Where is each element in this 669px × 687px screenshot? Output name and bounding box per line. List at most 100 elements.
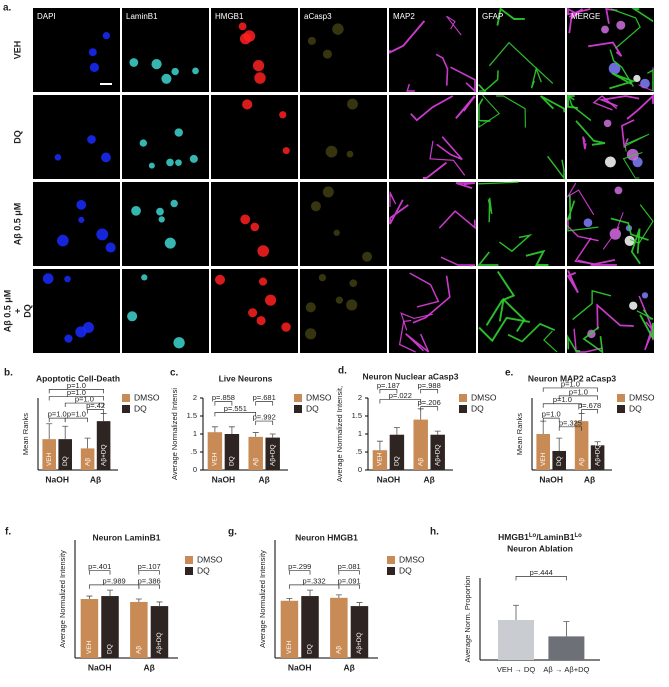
row-label: Aβ 0.5 μM — [12, 203, 22, 246]
neurite — [409, 272, 440, 308]
bar-label: VEH — [212, 452, 219, 466]
bar — [80, 448, 95, 470]
cell — [362, 251, 373, 262]
neurite — [440, 256, 476, 267]
cell — [101, 152, 111, 163]
neurite — [478, 94, 501, 128]
cell — [252, 59, 265, 72]
cell — [102, 32, 111, 40]
neurite — [567, 94, 592, 122]
legend-label: DMSO — [134, 392, 160, 402]
panel-label: e. — [505, 368, 514, 379]
bar — [372, 450, 388, 470]
significance-bracket — [138, 570, 160, 575]
significance-bracket — [379, 389, 398, 394]
chart-subtitle: Neuron Ablation — [507, 543, 573, 553]
column-label: LaminB1 — [126, 12, 158, 21]
y-tick-label: 0 — [193, 465, 197, 474]
y-tick-label: .5 — [191, 447, 197, 456]
cell — [64, 275, 71, 283]
cell — [279, 111, 287, 119]
cell — [616, 20, 626, 30]
neurite — [574, 237, 595, 265]
cell — [604, 156, 616, 168]
neurite — [588, 41, 623, 57]
neurite — [575, 120, 606, 146]
neurite — [622, 152, 643, 179]
y-axis-label: Average Normalized Intensi — [170, 388, 179, 480]
legend-swatch — [122, 405, 130, 413]
bar-label: DQ — [307, 644, 314, 654]
neurite — [478, 181, 519, 185]
group-label: NaOH — [377, 474, 401, 484]
neurite — [400, 312, 433, 331]
error-bar — [556, 437, 563, 451]
significance-bracket — [338, 584, 360, 589]
bar-label: DQ — [229, 456, 236, 466]
bar — [301, 596, 319, 658]
neurite — [498, 233, 533, 253]
neurite — [647, 68, 654, 91]
y-tick-label: 0 — [358, 465, 362, 474]
error-bar — [356, 602, 363, 607]
neurite — [488, 41, 554, 84]
neurite — [592, 95, 618, 111]
p-value: p=.091 — [338, 576, 361, 585]
bar-label: DQ — [394, 456, 401, 466]
bar — [265, 437, 280, 470]
p-value: p=1.0 — [75, 395, 94, 404]
legend-label: DMSO — [306, 392, 332, 402]
cell — [325, 145, 338, 158]
p-value: p=1.0 — [67, 381, 86, 390]
cell — [322, 49, 332, 59]
neurite — [485, 270, 516, 326]
cell — [258, 277, 268, 286]
error-bar — [211, 426, 218, 433]
neurite — [477, 84, 487, 92]
neurite — [644, 321, 654, 351]
legend-swatch — [185, 567, 193, 575]
significance-bracket — [542, 417, 560, 423]
cell — [148, 162, 155, 169]
micrograph — [567, 269, 654, 353]
column-label: GFAP — [482, 12, 503, 21]
bar-label: Aβ — [84, 458, 91, 466]
micrograph — [389, 95, 476, 179]
p-value: p=.992 — [253, 413, 276, 422]
cell — [170, 199, 178, 208]
legend-label: DQ — [197, 565, 210, 575]
bar-label: VEH — [286, 640, 293, 654]
legend-label: DMSO — [399, 554, 425, 564]
neurite — [540, 95, 566, 113]
error-bar — [107, 589, 114, 597]
micrograph — [389, 8, 476, 92]
neurite — [398, 319, 416, 353]
bar — [248, 436, 263, 470]
bar — [58, 439, 72, 470]
significance-bracket — [48, 396, 104, 401]
neurite — [450, 66, 476, 93]
cell — [250, 222, 260, 232]
cell — [347, 98, 358, 110]
neurite — [455, 182, 476, 189]
cell — [240, 214, 251, 225]
significance-bracket — [255, 420, 274, 426]
p-value: p=.386 — [138, 576, 161, 585]
bar-label: VEH — [540, 452, 547, 466]
cell — [242, 99, 253, 110]
neurite — [389, 191, 397, 207]
cell — [583, 218, 593, 228]
bar — [413, 419, 428, 470]
micrograph — [33, 8, 120, 92]
cell — [82, 321, 94, 333]
legend-swatch — [617, 405, 625, 413]
significance-bracket — [289, 570, 311, 575]
p-value: p=.081 — [338, 562, 361, 571]
neurite — [590, 259, 617, 266]
micrograph — [122, 95, 209, 179]
p-value: p=.332 — [303, 576, 326, 585]
chart-title: Neuron HMGB1 — [295, 532, 358, 542]
row-label: Aβ 0.5 μM — [2, 290, 12, 333]
cell — [64, 334, 73, 343]
y-tick-label: 1 — [193, 429, 197, 438]
